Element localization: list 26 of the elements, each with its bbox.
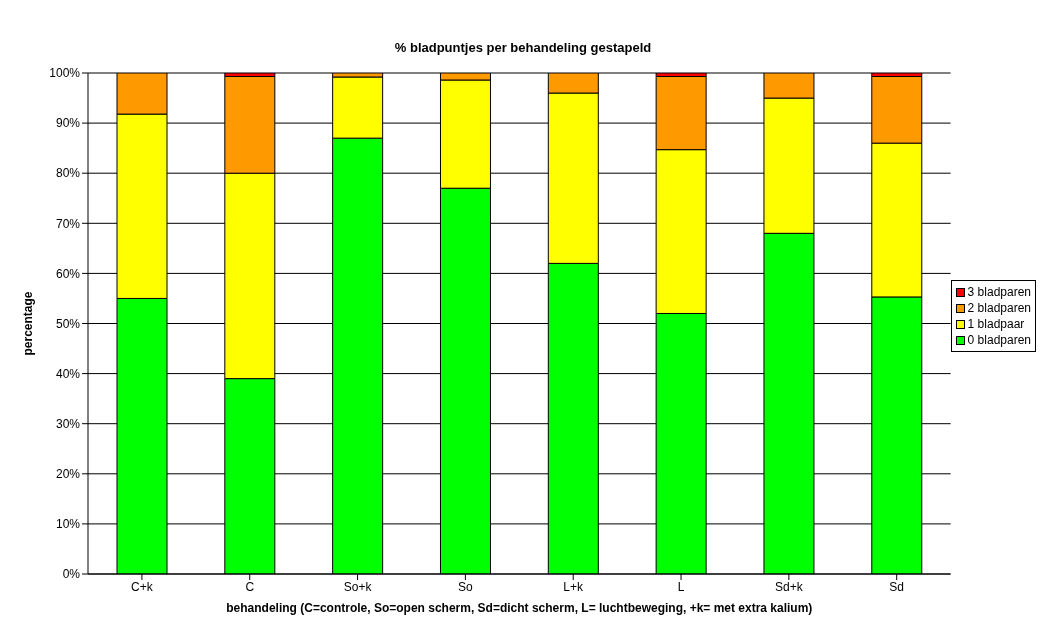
x-tick-label: Sd+k xyxy=(775,579,804,594)
x-tick-label: So xyxy=(458,579,474,594)
x-tick-label: L+k xyxy=(563,579,585,594)
x-axis-title: behandeling (C=controle, So=open scherm, Sd=dicht scherm, L= luchtbeweging, +k= met extra kalium) xyxy=(226,601,813,615)
y-tick-label: 20% xyxy=(55,467,81,482)
x-tick-label: C xyxy=(245,579,255,594)
x-tick-label: So+k xyxy=(343,579,373,594)
y-tick-label: 70% xyxy=(55,216,81,231)
x-tick-label: C+k xyxy=(131,579,154,594)
legend-label: 1 bladpaar xyxy=(967,316,1025,332)
y-tick-label: 80% xyxy=(55,166,81,181)
y-tick-label: 50% xyxy=(55,316,81,331)
legend-label: 2 bladparen xyxy=(967,300,1031,316)
x-tick-label: Sd xyxy=(889,579,905,594)
y-tick-label: 90% xyxy=(55,116,81,131)
chart-title: % bladpuntjes per behandeling gestapeld xyxy=(393,40,653,55)
y-tick-label: 0% xyxy=(62,567,81,582)
y-tick-label: 60% xyxy=(55,266,81,281)
y-tick-label: 40% xyxy=(55,366,81,381)
y-tick-label: 30% xyxy=(55,416,81,431)
y-tick-label: 10% xyxy=(55,517,81,532)
y-tick-label: 100% xyxy=(49,66,81,81)
legend-label: 3 bladparen xyxy=(967,284,1031,300)
x-tick-label: L xyxy=(677,579,685,594)
legend-label: 0 bladparen xyxy=(967,332,1031,348)
y-axis-title: percentage xyxy=(21,291,36,356)
